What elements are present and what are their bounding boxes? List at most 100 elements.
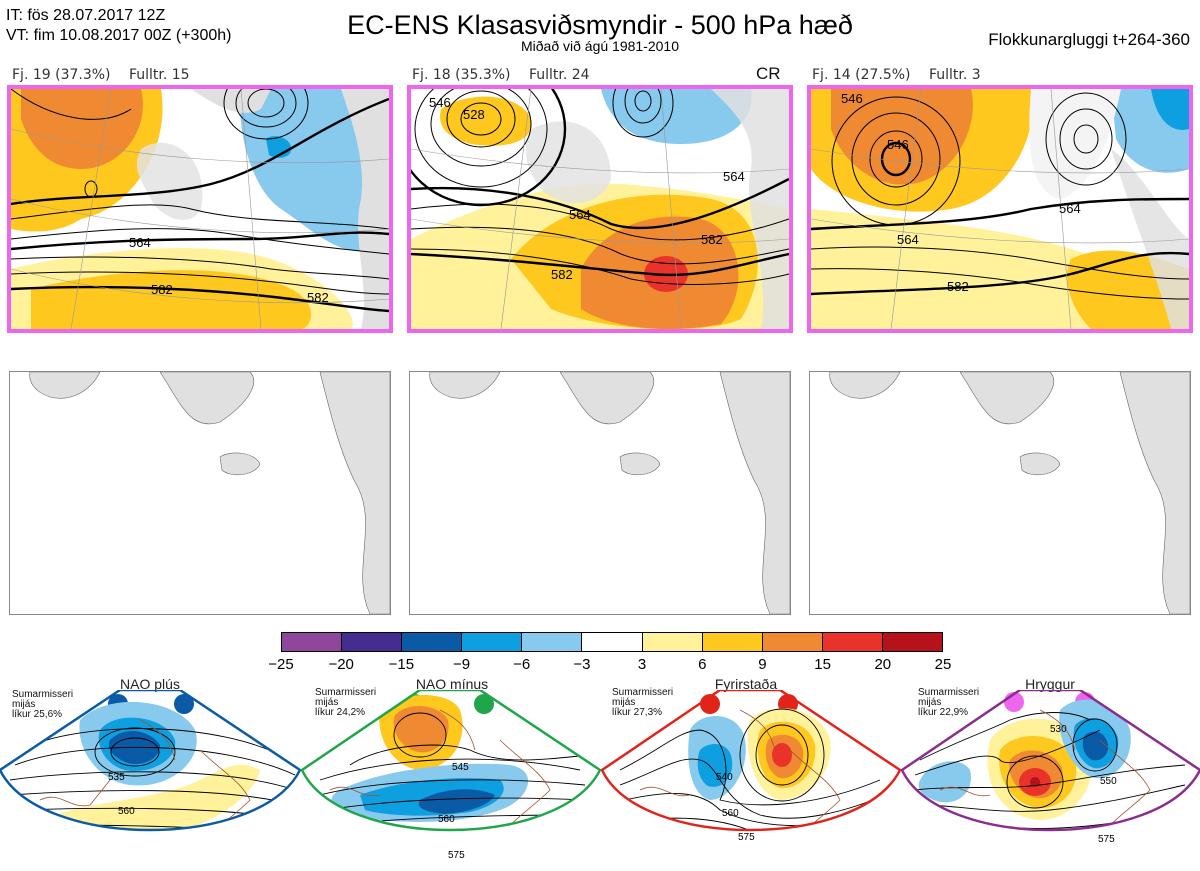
- cluster-3-label: Fj. 14 (27.5%) Fulltr. 3: [812, 67, 995, 83]
- cluster-map-3[interactable]: 546 546 564 564 582: [807, 85, 1193, 333]
- colorbar-segment: [882, 633, 943, 651]
- colorbar-tick-label: 15: [814, 656, 831, 673]
- page-title: EC-ENS Klasasviðsmyndir - 500 hPa hæð: [347, 10, 853, 40]
- initial-time: IT: fös 28.07.2017 12Z: [6, 7, 166, 24]
- cluster-3-contour-label-4: 564: [1059, 201, 1081, 216]
- cluster-3-contour-label-1: 546: [841, 91, 863, 106]
- regime-1-contour-label-1: 535: [108, 772, 125, 783]
- cluster-3-contour-label-3: 564: [897, 232, 919, 247]
- regime-2-season: Sumarmisseri: [315, 687, 377, 698]
- empty-map-2: [409, 371, 791, 615]
- colorbar-tick-label: 20: [874, 656, 892, 673]
- regime-2-map: [319, 695, 591, 830]
- regime-4-contour-label-2: 550: [1100, 776, 1117, 787]
- cluster-1-contour-label-3: 582: [307, 290, 329, 305]
- regime-1-season2: mijás: [12, 699, 36, 710]
- cluster-1-label: Fj. 19 (37.3%) Fulltr. 15: [12, 67, 204, 83]
- cluster-2-contour-label-5: 582: [701, 232, 723, 247]
- header-info: IT: fös 28.07.2017 12Z VT: fim 10.08.201…: [6, 6, 231, 46]
- regime-1-legend: Sumarmisseri mijás líkur 25,6%: [12, 690, 73, 720]
- colorbar-tick-label: 3: [637, 656, 647, 673]
- cluster-map-1-svg: 564 582 582: [11, 89, 389, 329]
- regime-1-map: [9, 701, 296, 830]
- regime-3-contour-label-3: 575: [738, 832, 755, 843]
- regime-3-title: Fyrirstaða: [714, 676, 778, 692]
- regime-4-contour-label-1: 530: [1050, 724, 1067, 735]
- valid-time: VT: fim 10.08.2017 00Z (+300h): [6, 27, 232, 44]
- colorbar-segment: [522, 633, 583, 651]
- cluster-2-count: Fj. 18 (35.3%): [412, 67, 511, 83]
- regime-2-prob: líkur 24,2%: [315, 707, 366, 718]
- colorbar-tick-label: 25: [934, 656, 952, 673]
- cluster-2-label: Fj. 18 (35.3%) Fulltr. 24: [412, 67, 604, 83]
- regime-4-season: Sumarmisseri: [918, 687, 980, 698]
- regime-maps: 535 560 545 560 575: [0, 690, 1200, 861]
- empty-map-1-svg: [29, 372, 390, 614]
- colorbar-tick-label: −9: [452, 656, 471, 673]
- regime-3-contour-label-2: 560: [722, 808, 739, 819]
- colorbar-segment: [282, 633, 343, 651]
- colorbar-tick-label: 6: [698, 656, 707, 673]
- regime-3-map: [619, 708, 886, 830]
- colorbar-segment: [462, 633, 523, 651]
- empty-map-1: [9, 371, 391, 615]
- cluster-2-contour-label-1: 546: [429, 95, 451, 110]
- colorbar-segment: [762, 633, 823, 651]
- cluster-3-rep: Fulltr. 3: [928, 67, 981, 83]
- cluster-map-2[interactable]: 546 528 564 582 582 564: [407, 85, 793, 333]
- colorbar-segment: [822, 633, 883, 651]
- anomaly-colorbar: [281, 632, 943, 652]
- cluster-map-3-svg: 546 546 564 564 582: [811, 89, 1189, 329]
- cluster-1-rep: Fulltr. 15: [128, 67, 190, 83]
- colorbar-segment: [342, 633, 403, 651]
- cluster-2-contour-label-2: 528: [463, 107, 485, 122]
- cluster-map-1[interactable]: 564 582 582: [7, 85, 393, 333]
- cluster-map-2-svg: 546 528 564 582 582 564: [411, 89, 789, 329]
- regime-1-title: NAO plús: [120, 676, 180, 692]
- cluster-3-count: Fj. 14 (27.5%): [812, 67, 911, 83]
- colorbar-tick-label: −6: [513, 656, 531, 673]
- regime-2-legend: Sumarmisseri mijás líkur 24,2%: [315, 688, 376, 718]
- cluster-1-count: Fj. 19 (37.3%): [12, 67, 111, 83]
- regime-1-season: Sumarmisseri: [12, 689, 74, 700]
- colorbar-tick-label: 9: [758, 656, 767, 673]
- cluster-1-contour-label-1: 564: [129, 235, 151, 250]
- regime-2-dot-right: [474, 694, 494, 714]
- regime-3-contour-label-1: 540: [716, 772, 733, 783]
- empty-map-3: [809, 371, 1191, 615]
- cluster-2-contour-label-3: 564: [569, 207, 591, 222]
- regime-4-season2: mijás: [918, 697, 942, 708]
- regime-2-contour-label-3: 575: [448, 850, 465, 861]
- regime-1-contour-label-2: 560: [118, 806, 135, 817]
- regime-1-prob: líkur 25,6%: [12, 709, 63, 720]
- cluster-3-contour-label-5: 582: [947, 279, 969, 294]
- cluster-2-rep: Fulltr. 24: [528, 67, 590, 83]
- regime-3-season: Sumarmisseri: [612, 687, 674, 698]
- regime-3-prob: líkur 27,3%: [612, 707, 663, 718]
- regime-4-title: Hryggur: [1025, 676, 1075, 692]
- regime-1-dot-right: [174, 694, 194, 714]
- cluster-3-contour-label-2: 546: [887, 137, 909, 152]
- cluster-1-contour-label-2: 582: [151, 282, 173, 297]
- colorbar-tick-label: −3: [573, 656, 591, 673]
- colorbar-segment: [702, 633, 763, 651]
- regime-4-map: [914, 699, 1186, 830]
- cluster-2-contour-label-6: 564: [723, 169, 745, 184]
- regime-4-contour-label-3: 575: [1098, 834, 1115, 845]
- page-subtitle: Miðað við ágú 1981-2010: [520, 38, 679, 54]
- cluster-2-tag: CR: [756, 64, 781, 83]
- regime-3-season2: mijás: [612, 697, 636, 708]
- regime-2-contour-label-2: 560: [438, 814, 455, 825]
- colorbar-tick-label: −25: [268, 656, 294, 673]
- colorbar-tick-label: −20: [328, 656, 354, 673]
- regime-2-contour-label-1: 545: [452, 762, 469, 773]
- regime-2-season2: mijás: [315, 697, 339, 708]
- cluster-2-contour-label-4: 582: [551, 267, 573, 282]
- empty-map-3-svg: [829, 372, 1190, 614]
- regime-3-legend: Sumarmisseri mijás líkur 27,3%: [612, 688, 673, 718]
- colorbar-segment: [642, 633, 703, 651]
- regime-2-title: NAO mínus: [415, 676, 489, 692]
- regime-4-prob: líkur 22,9%: [918, 707, 969, 718]
- colorbar-tick-label: −15: [388, 656, 415, 673]
- colorbar-segment: [402, 633, 463, 651]
